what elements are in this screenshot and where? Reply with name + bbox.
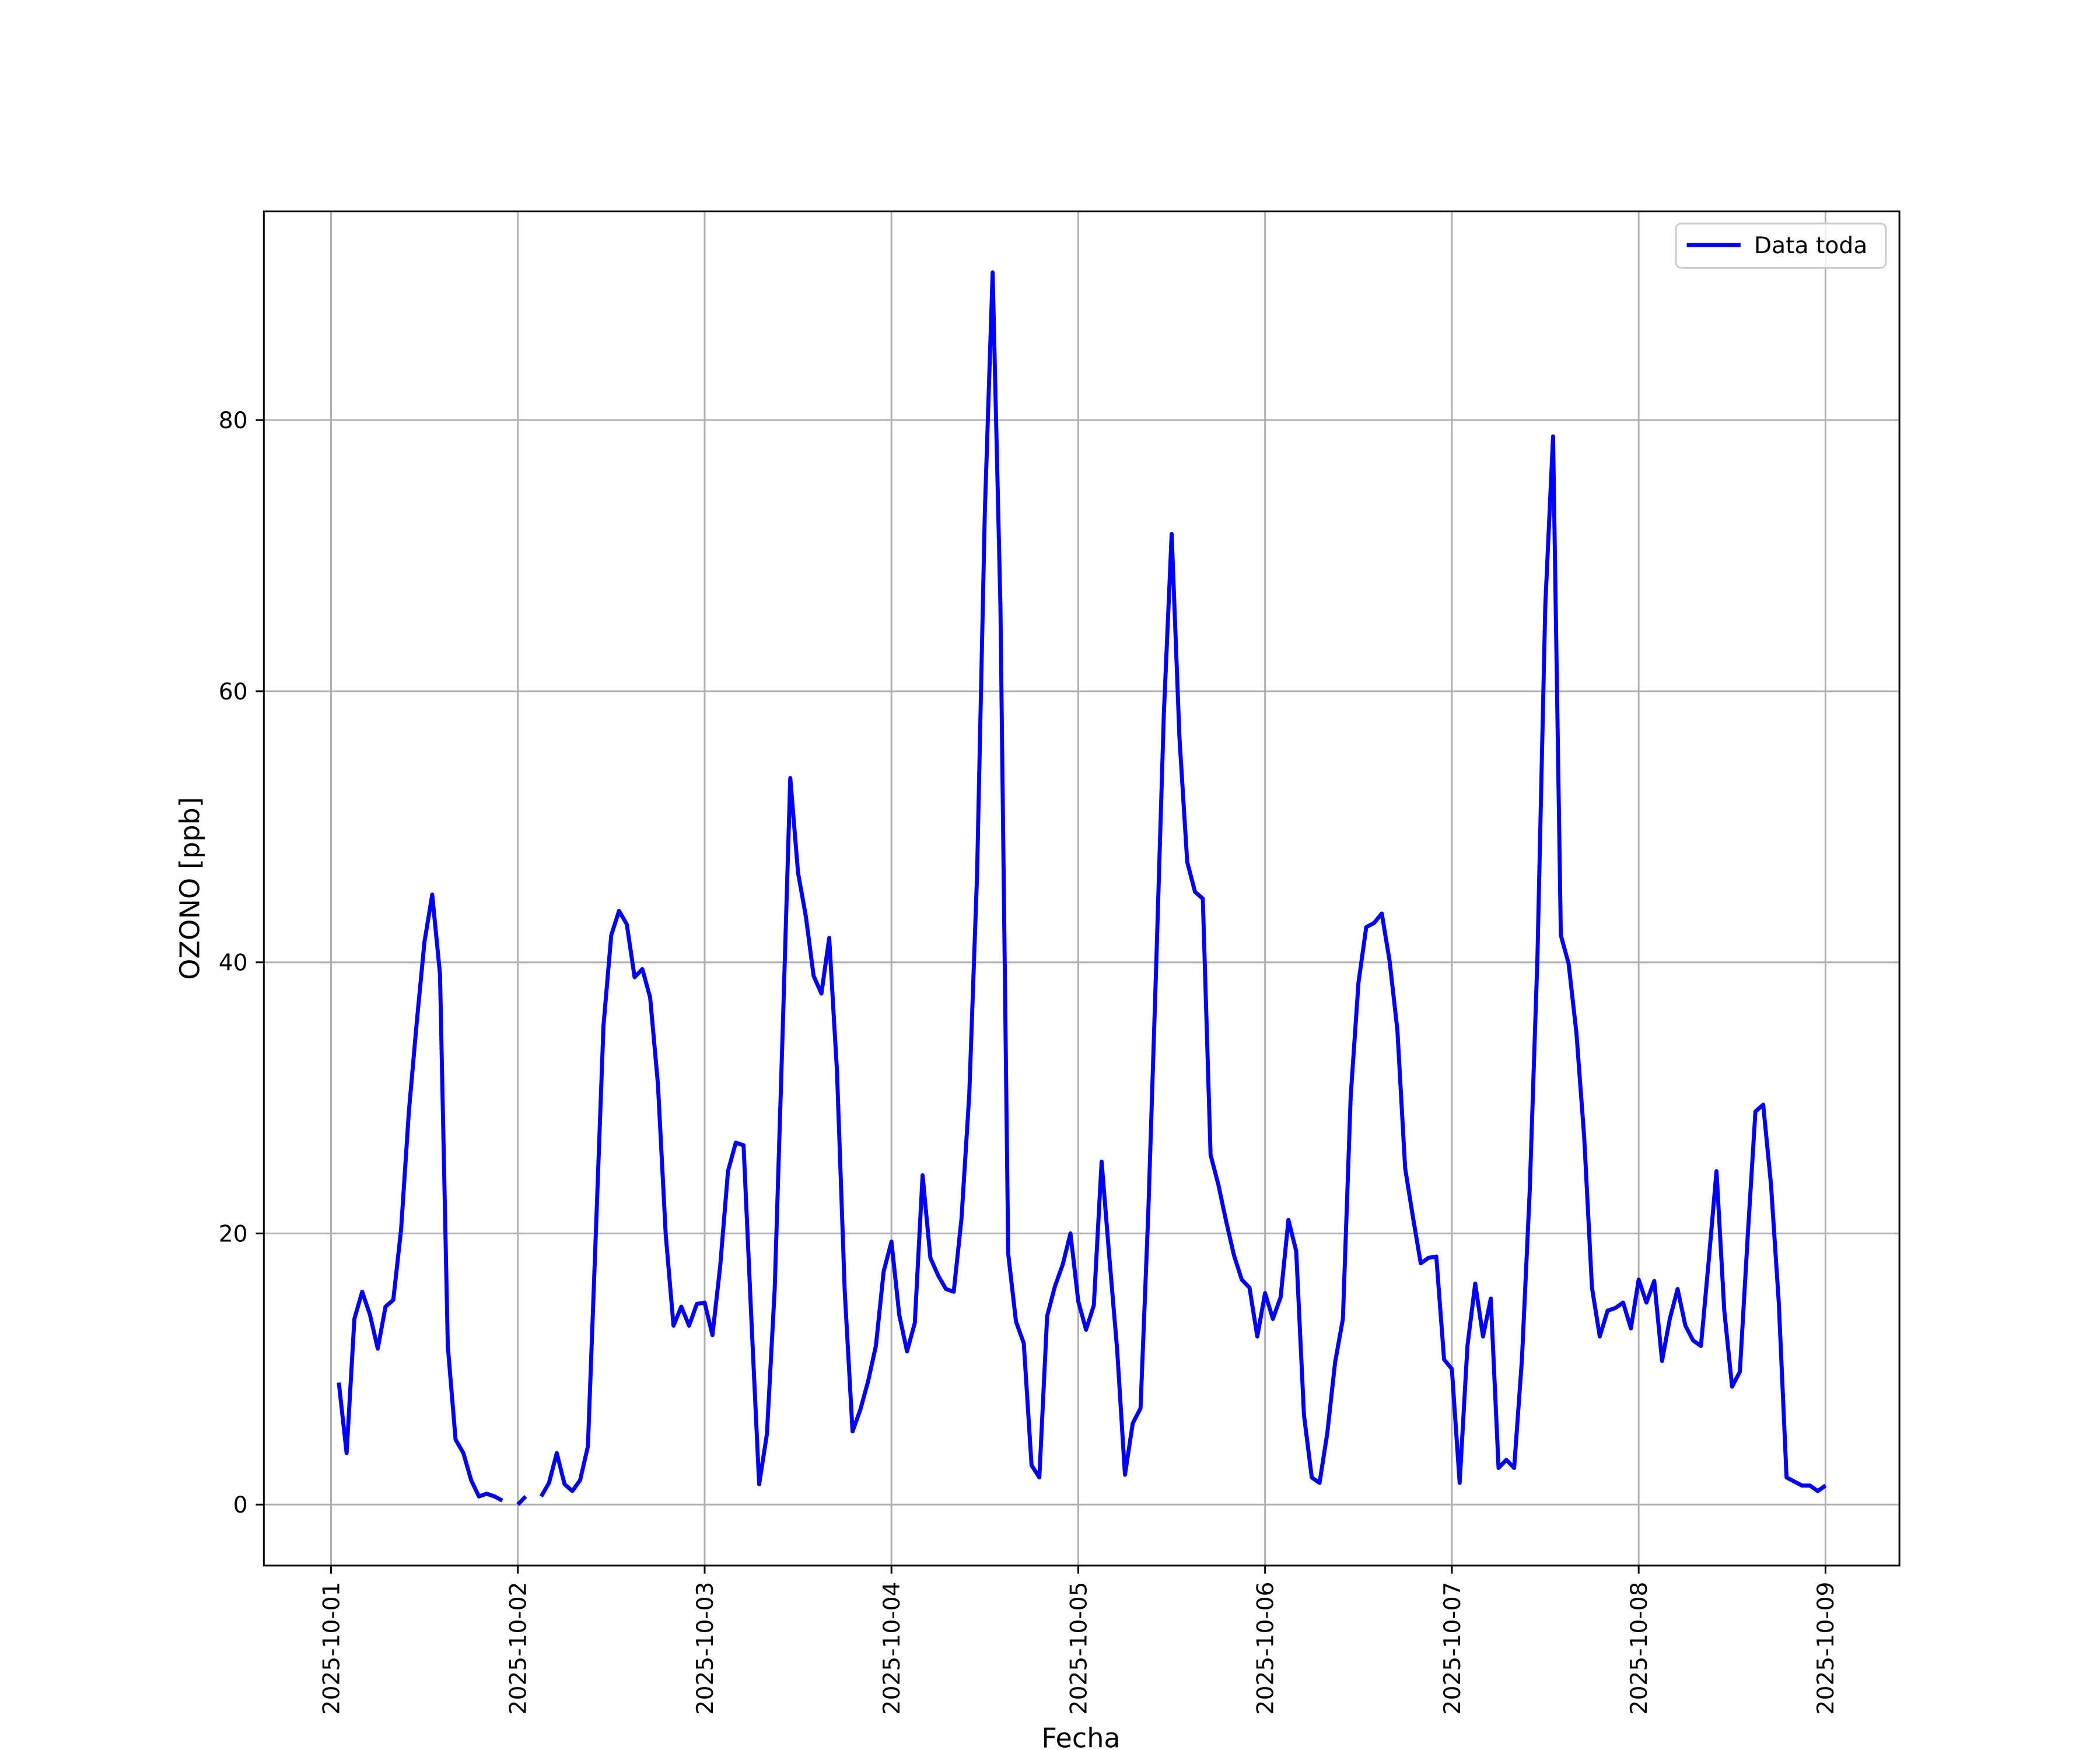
x-tick-label: 2025-10-01 [318,1582,345,1715]
x-tick-label: 2025-10-09 [1813,1582,1839,1715]
x-tick-label: 2025-10-07 [1440,1582,1466,1715]
y-tick-label: 80 [219,408,248,434]
x-tick-label: 2025-10-02 [506,1582,532,1715]
plot-lines [337,270,1827,1506]
y-tick-label: 20 [219,1221,248,1247]
x-tick-label: 2025-10-04 [879,1582,905,1715]
grid [264,211,1900,1566]
legend-box [1675,222,1887,269]
y-tick-label: 60 [219,679,248,705]
legend: Data toda [1675,222,1887,269]
data-line [337,270,1827,1506]
y-tick-label: 40 [219,950,248,977]
plot-frame [262,210,1901,1567]
x-tick-label: 2025-10-06 [1253,1582,1279,1715]
ticks: 0 20 40 60 80 2025-10-01 2025-10-02 2025-10-03 2… [219,408,1840,1714]
x-tick-label: 2025-10-03 [692,1582,719,1715]
x-axis-label: Fecha [1041,1722,1120,1750]
x-tick-label: 2025-10-05 [1066,1582,1092,1715]
y-tick-label: 0 [233,1492,248,1518]
x-tick-label: 2025-10-08 [1626,1582,1653,1715]
legend-label: Data toda [1754,233,1867,259]
y-axis-label: OZONO [ppb] [174,797,206,980]
